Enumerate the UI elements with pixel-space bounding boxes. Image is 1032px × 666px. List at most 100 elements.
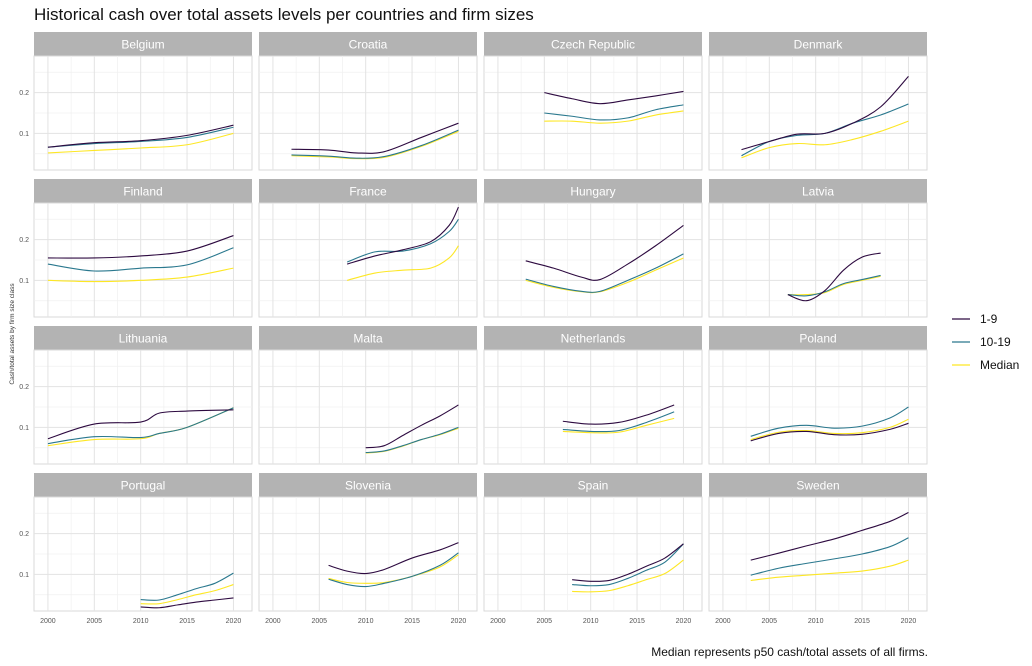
series-line-10-19 xyxy=(365,426,459,454)
facet-strip-label: Malta xyxy=(353,332,383,346)
series-line-10-19 xyxy=(140,572,234,601)
x-tick-label: 2000 xyxy=(40,618,56,625)
panels-layer: Belgium 0.1 0.2 Croatia Czech Republic Denmar… xyxy=(19,32,928,625)
x-tick-label: 2010 xyxy=(133,618,149,625)
facet-strip xyxy=(484,473,702,497)
panel-poland: Poland xyxy=(708,326,928,465)
series-line-1-9 xyxy=(346,206,459,265)
panel-czech-republic: Czech Republic xyxy=(483,32,703,171)
panel-latvia: Latvia xyxy=(708,179,928,318)
legend-label: 1-9 xyxy=(980,312,998,326)
series-line-1-9 xyxy=(47,235,234,259)
panel-croatia: Croatia xyxy=(258,32,478,171)
x-tick-label: 2020 xyxy=(451,618,467,625)
series-line-1-9 xyxy=(572,543,684,582)
facet-strip-label: France xyxy=(349,185,387,199)
facet-strip-label: Spain xyxy=(578,479,609,493)
x-tick-label: 2015 xyxy=(629,618,645,625)
series-line-median xyxy=(544,110,684,124)
series-line-1-9 xyxy=(562,404,675,425)
x-tick-label: 2020 xyxy=(226,618,242,625)
facet-strip-label: Belgium xyxy=(121,38,164,52)
facet-strip-label: Croatia xyxy=(349,38,388,52)
panel-denmark: Denmark xyxy=(708,32,928,171)
series-line-1-9 xyxy=(750,511,909,561)
x-tick-label: 2000 xyxy=(265,618,281,625)
facet-strip xyxy=(709,473,927,497)
series-line-1-9 xyxy=(47,409,234,440)
series-line-1-9 xyxy=(741,75,909,151)
x-tick-label: 2010 xyxy=(358,618,374,625)
facet-strip xyxy=(259,32,477,56)
series-line-median xyxy=(47,132,234,154)
series-line-median xyxy=(750,418,909,441)
panel-france: France xyxy=(258,179,478,318)
facet-strip xyxy=(484,179,702,203)
y-tick-label: 0.2 xyxy=(19,384,29,391)
series-line-10-19 xyxy=(562,411,675,433)
series-line-1-9 xyxy=(365,404,459,449)
series-line-median xyxy=(291,130,459,160)
facet-strip-label: Latvia xyxy=(802,185,834,199)
series-line-median xyxy=(562,417,675,434)
series-line-10-19 xyxy=(525,253,684,293)
series-line-10-19 xyxy=(572,543,684,587)
x-tick-label: 2015 xyxy=(404,618,420,625)
series-line-10-19 xyxy=(328,552,459,588)
legend-label: 10-19 xyxy=(980,335,1011,349)
panel-finland: Finland 0.1 0.2 xyxy=(19,179,253,318)
y-axis-label: Cash/total assets by firm size class xyxy=(9,283,16,385)
series-line-median xyxy=(346,245,459,281)
facet-strip xyxy=(34,32,252,56)
series-line-median xyxy=(140,584,234,605)
y-tick-label: 0.1 xyxy=(19,425,29,432)
series-line-median xyxy=(741,120,909,159)
facet-strip xyxy=(34,179,252,203)
facet-strip-label: Czech Republic xyxy=(551,38,635,52)
panel-spain: Spain 2000 2005 2010 2015 2020 xyxy=(483,473,703,625)
y-tick-label: 0.2 xyxy=(19,531,29,538)
series-line-10-19 xyxy=(47,126,234,148)
x-tick-label: 2005 xyxy=(537,618,553,625)
facet-strip xyxy=(484,326,702,350)
legend-label: Median xyxy=(980,358,1019,372)
facet-strip xyxy=(709,179,927,203)
series-line-median xyxy=(787,275,881,296)
facet-strip xyxy=(34,326,252,350)
series-line-10-19 xyxy=(750,406,909,437)
series-line-10-19 xyxy=(346,218,459,263)
series-line-1-9 xyxy=(525,224,684,281)
chart-title: Historical cash over total assets levels… xyxy=(34,5,534,24)
series-line-1-9 xyxy=(787,252,881,302)
series-line-1-9 xyxy=(140,597,234,609)
series-line-median xyxy=(572,559,684,593)
series-line-10-19 xyxy=(787,274,881,297)
facet-strip xyxy=(709,32,927,56)
panel-lithuania: Lithuania 0.1 0.2 xyxy=(19,326,253,465)
panel-sweden: Sweden 2000 2005 2010 2015 2020 xyxy=(708,473,928,625)
series-line-10-19 xyxy=(291,129,459,159)
facet-strip xyxy=(259,326,477,350)
y-tick-label: 0.2 xyxy=(19,237,29,244)
panel-hungary: Hungary xyxy=(483,179,703,318)
series-line-10-19 xyxy=(544,104,684,121)
panel-portugal: Portugal 0.1 0.2 2000 2005 2010 2015 2020 xyxy=(19,473,253,625)
series-line-1-9 xyxy=(544,90,684,105)
facet-strip xyxy=(709,326,927,350)
series-line-1-9 xyxy=(750,422,909,442)
y-tick-label: 0.1 xyxy=(19,572,29,579)
y-tick-label: 0.2 xyxy=(19,90,29,97)
series-line-median xyxy=(750,559,909,582)
facet-strip-label: Slovenia xyxy=(345,479,391,493)
x-tick-label: 2020 xyxy=(901,618,917,625)
x-tick-label: 2010 xyxy=(583,618,599,625)
x-tick-label: 2005 xyxy=(312,618,328,625)
x-tick-label: 2005 xyxy=(87,618,103,625)
legend: 1-9 10-19 Median xyxy=(952,312,1019,372)
facet-strip-label: Lithuania xyxy=(119,332,168,346)
series-line-10-19 xyxy=(47,247,234,272)
facet-strip-label: Netherlands xyxy=(561,332,626,346)
y-tick-label: 0.1 xyxy=(19,278,29,285)
x-tick-label: 2015 xyxy=(179,618,195,625)
